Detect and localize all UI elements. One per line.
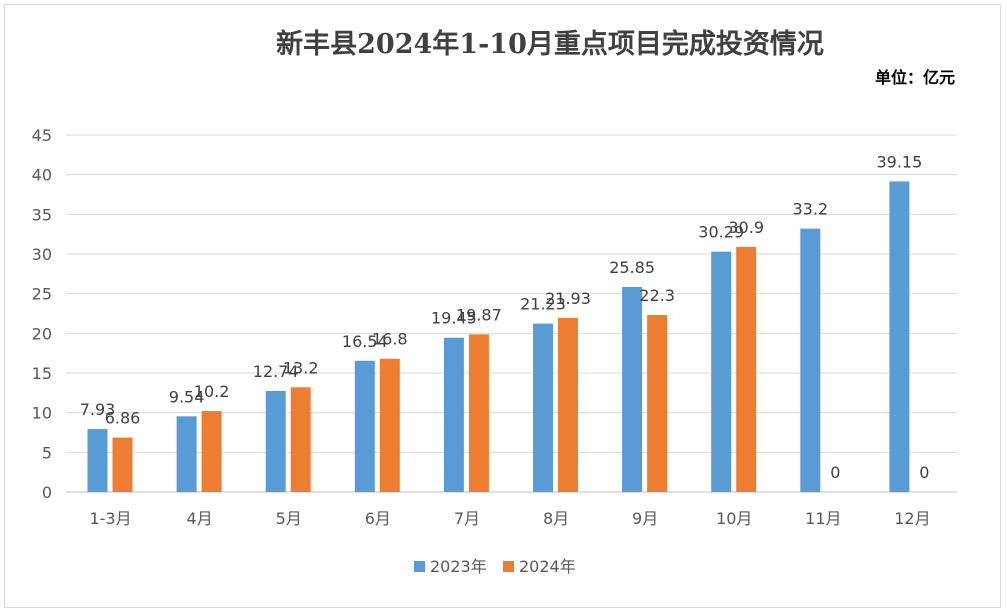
data-label: 10.2 [194, 382, 230, 401]
gridlines [66, 134, 957, 493]
bar-2024年-10月 [736, 246, 757, 492]
bar-2023年-4月 [176, 416, 197, 492]
bar-2024年-5月 [290, 387, 311, 492]
legend-label: 2023年 [430, 557, 487, 576]
data-label: 21.23 [520, 295, 566, 314]
x-tick-label: 5月 [276, 509, 302, 528]
legend-swatch-2024年 [503, 561, 514, 572]
data-label: 16.8 [372, 330, 408, 349]
legend: 2023年 2024年 [414, 557, 576, 576]
x-tick-label: 1-3月 [89, 509, 131, 528]
x-tick-label: 11月 [805, 509, 841, 528]
legend-swatch-2023年 [414, 561, 425, 572]
chart-frame [4, 4, 1001, 608]
data-label: 30.29 [698, 223, 744, 242]
bar-2024年-6月 [379, 358, 400, 492]
x-tick-label: 6月 [365, 509, 391, 528]
x-tick-label: 12月 [894, 509, 930, 528]
y-tick-label: 15 [32, 364, 52, 383]
bar-2024年-1-3月 [112, 437, 133, 492]
y-tick-label: 5 [42, 443, 52, 462]
data-label: 19.87 [456, 305, 502, 324]
data-label: 30.9 [728, 218, 764, 237]
bar-2024年-9月 [647, 315, 668, 492]
bar-2023年-6月 [354, 360, 375, 492]
y-tick-label: 30 [32, 245, 52, 264]
data-label: 16.54 [342, 332, 388, 351]
data-label: 19.45 [431, 309, 477, 328]
y-axis-ticks: 0 5 10 15 20 25 30 35 40 45 [32, 126, 52, 502]
x-tick-label: 4月 [187, 509, 213, 528]
data-label: 21.93 [545, 289, 591, 308]
bar-2023年-9月 [622, 286, 643, 492]
chart-title: 新丰县2024年1-10月重点项目完成投资情况 [276, 29, 824, 60]
data-label: 6.86 [105, 409, 141, 428]
y-tick-label: 10 [32, 404, 52, 423]
bar-2023年-5月 [265, 390, 286, 492]
data-label: 39.15 [876, 152, 922, 171]
bars [87, 181, 910, 492]
data-label: 25.85 [609, 258, 655, 277]
x-tick-label: 9月 [632, 509, 658, 528]
bar-2023年-7月 [443, 337, 464, 492]
data-label: 22.3 [639, 286, 675, 305]
bar-2023年-12月 [889, 181, 910, 492]
y-tick-label: 20 [32, 324, 52, 343]
legend-label: 2024年 [519, 557, 576, 576]
x-axis-ticks: 1-3月 4月 5月 6月 7月 8月 9月 10月 11月 12月 [89, 509, 930, 528]
bar-2024年-7月 [468, 334, 489, 492]
data-label: 0 [830, 463, 840, 482]
bar-2023年-10月 [711, 251, 732, 492]
y-tick-label: 35 [32, 205, 52, 224]
x-tick-label: 8月 [543, 509, 569, 528]
data-label: 0 [919, 463, 929, 482]
bar-2023年-1-3月 [87, 429, 108, 492]
unit-label: 单位：亿元 [874, 68, 955, 87]
y-tick-label: 40 [32, 166, 52, 185]
data-label: 9.54 [169, 387, 205, 406]
bar-2024年-4月 [201, 411, 222, 492]
y-tick-label: 25 [32, 285, 52, 304]
x-tick-label: 7月 [454, 509, 480, 528]
data-label: 33.2 [792, 200, 828, 219]
bar-2023年-11月 [800, 228, 821, 492]
bar-2023年-8月 [533, 323, 553, 492]
x-tick-label: 10月 [716, 509, 752, 528]
y-tick-label: 0 [42, 483, 52, 502]
data-label: 7.93 [80, 400, 116, 419]
data-label: 12.74 [253, 362, 299, 381]
y-tick-label: 45 [32, 126, 52, 145]
bar-2024年-8月 [558, 318, 578, 492]
data-label: 13.2 [283, 358, 319, 377]
